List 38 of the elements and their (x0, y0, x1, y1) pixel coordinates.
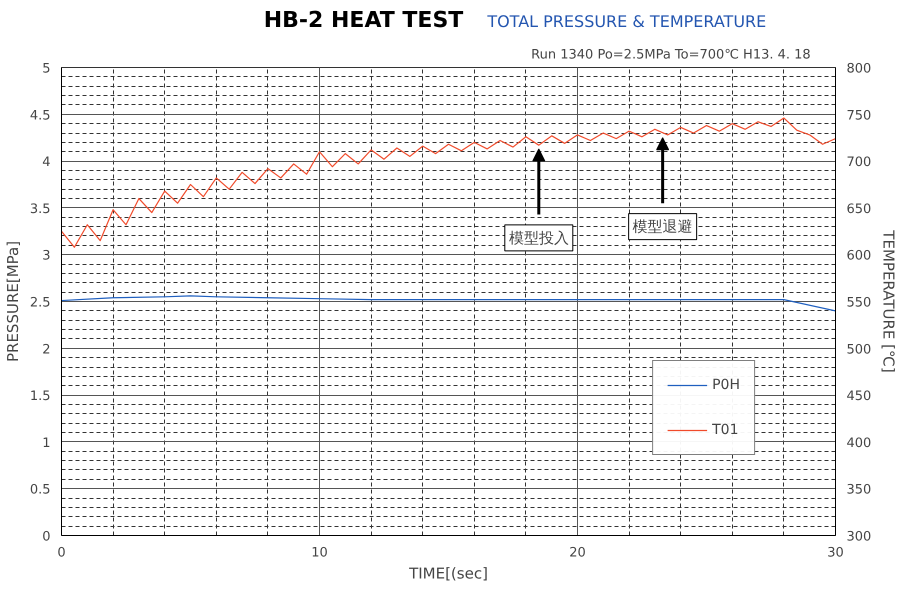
y-tick-label: 0 (42, 530, 51, 544)
y-tick-label: 5 (42, 62, 51, 76)
x-tick-label: 20 (569, 546, 586, 560)
y-tick-label: 3 (42, 248, 51, 264)
y2-tick-label: 300 (846, 530, 872, 544)
y-tick-label: 2 (42, 342, 51, 358)
chart-subtitle: TOTAL PRESSURE & TEMPERATURE (487, 12, 766, 31)
y-tick-label: 0.5 (30, 482, 51, 498)
y2-tick-label: 550 (846, 296, 872, 310)
annotation: 模型退避 (632, 218, 693, 236)
y-tick-label: 4 (42, 155, 51, 170)
y2-tick-label: 650 (846, 202, 872, 217)
y2-tick-label: 450 (846, 389, 872, 404)
x-tick-label: 30 (827, 546, 844, 560)
x-tick-label: 0 (57, 546, 66, 560)
y2-axis-title: TEMPERATURE [℃] (879, 229, 898, 373)
y-axis-title: PRESSURE[MPa] (4, 240, 22, 362)
x-tick-label: 10 (311, 546, 328, 560)
y-tick-label: 1.5 (30, 389, 51, 404)
x-axis-title: TIME[(sec] (408, 564, 488, 582)
text: Run 1340 Po=2.5MPa To=700℃ H13. 4. 18 (531, 48, 811, 62)
y2-tick-label: 350 (846, 482, 872, 498)
y2-tick-label: 600 (846, 248, 872, 264)
y2-tick-label: 400 (846, 436, 872, 451)
line-series (62, 117, 836, 248)
y-tick-label: 1 (42, 436, 51, 451)
legend-label: P0H (712, 377, 740, 393)
y-tick-label: 2.5 (30, 296, 51, 310)
line-series (62, 295, 836, 312)
y2-tick-label: 750 (846, 108, 872, 124)
y-tick-label: 3.5 (30, 202, 51, 217)
y2-tick-label: 500 (846, 342, 872, 358)
y-tick-label: 4.5 (30, 108, 51, 124)
y2-tick-label: 800 (846, 62, 872, 76)
annotation: 模型投入 (508, 228, 569, 247)
y2-tick-label: 700 (846, 155, 872, 170)
chart-title: HB-2 HEAT TEST (264, 8, 464, 33)
legend-label: T01 (712, 422, 738, 438)
